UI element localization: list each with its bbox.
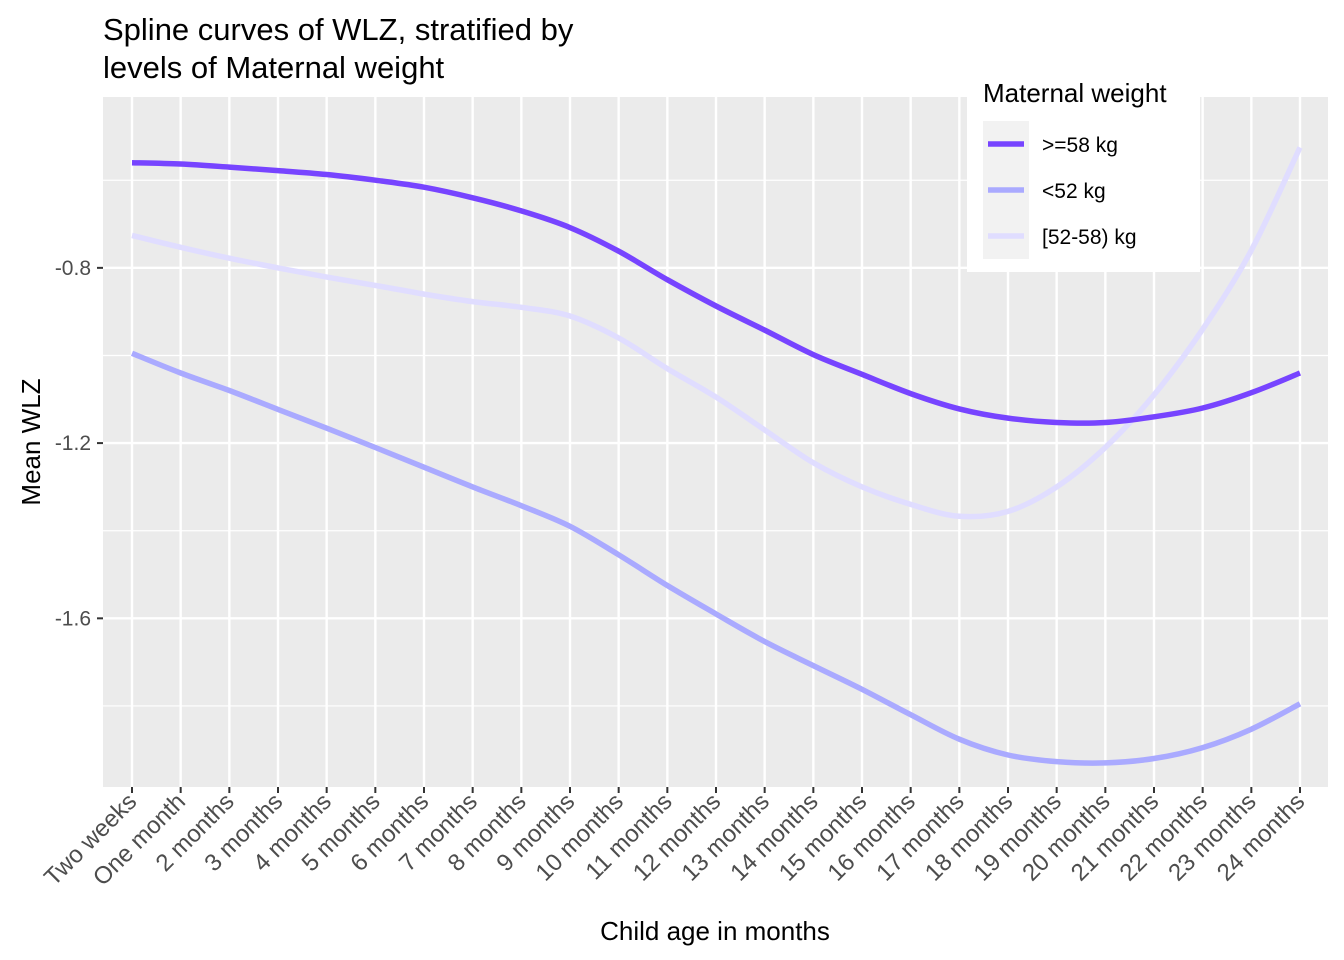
chart-title-line-1: Spline curves of WLZ, stratified by: [103, 12, 574, 47]
y-tick-label: -1.6: [55, 607, 91, 630]
x-axis-title: Child age in months: [600, 916, 830, 946]
legend: Maternal weight >=58 kg <52 kg [52-58) kg: [967, 74, 1200, 272]
y-axis-ticks: -0.8 -1.2 -1.6: [55, 257, 103, 630]
series-line: [130, 350, 1302, 766]
y-tick-label: -0.8: [55, 257, 91, 280]
legend-title: Maternal weight: [983, 78, 1167, 108]
y-axis-title: Mean WLZ: [16, 378, 46, 505]
series-line: [131, 146, 1303, 520]
chart-title-line-2: levels of Maternal weight: [103, 50, 445, 85]
legend-label: <52 kg: [1042, 180, 1106, 203]
series-lines: [130, 146, 1303, 766]
series-line: [131, 159, 1302, 426]
legend-label: [52-58) kg: [1042, 226, 1137, 249]
legend-items: >=58 kg <52 kg [52-58) kg: [983, 121, 1137, 259]
y-tick-label: -1.2: [55, 432, 91, 455]
legend-label: >=58 kg: [1042, 134, 1118, 157]
